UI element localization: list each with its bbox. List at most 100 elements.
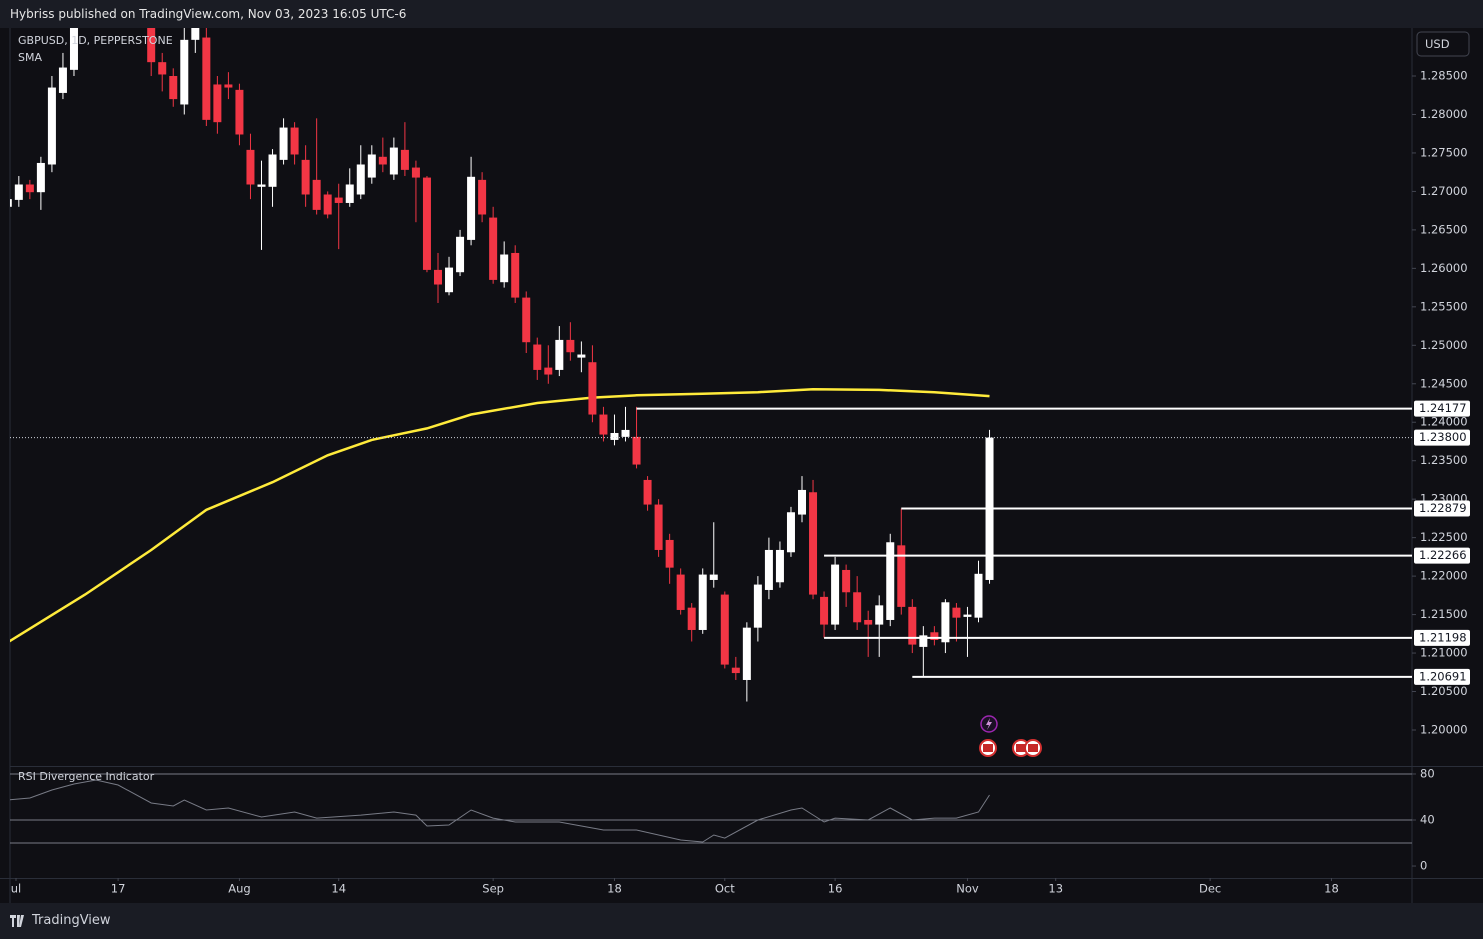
candle-body [864,619,873,625]
candle-body [786,512,795,553]
candle-body [47,87,56,165]
candle-body [301,159,310,195]
candle-body [820,596,829,625]
candle-body [356,164,365,195]
x-tick-label: ul [11,882,21,896]
candle-body [632,436,641,465]
candle-body [544,367,553,375]
candle-body [687,607,696,630]
candle-body [643,479,652,505]
candle-body [279,127,288,160]
level-price-label: 1.22266 [1419,548,1467,562]
candle-body [588,362,597,415]
y-tick-label: 1.21000 [1420,646,1468,660]
candle-body [489,217,498,280]
candle-body [213,84,222,123]
y-tick-label: 1.22000 [1420,569,1468,583]
currency-button[interactable] [1416,31,1470,57]
x-tick-label: 18 [607,882,622,896]
candle-body [533,344,542,370]
y-tick-label: 1.24500 [1420,376,1468,390]
rsi-pane [10,773,1412,844]
candle-body [753,584,762,628]
level-price-box [1414,668,1470,685]
candle-body [809,492,818,595]
candle-body [445,267,454,293]
x-tick-label: Aug [228,882,250,896]
candle-body [875,605,884,625]
candle-body [775,549,784,583]
candle-body [69,28,78,70]
candle-body [389,147,398,175]
currency-label: USD [1425,37,1450,51]
x-tick-label: 17 [111,882,126,896]
candle-body [919,635,928,647]
candle-body [665,539,674,568]
flag-stripes [1028,744,1038,752]
candle-body [312,179,321,210]
x-tick-label: Sep [482,882,504,896]
y-tick-label: 1.20500 [1420,684,1468,698]
candle-body [720,594,729,665]
candle-body [897,545,906,607]
candle-body [422,177,431,270]
rsi-line [10,779,990,843]
y-tick-label: 1.26000 [1420,261,1468,275]
flag-stripes [1016,744,1026,752]
candle-body [842,569,851,593]
candle-body [522,297,531,343]
candle-body [323,194,332,215]
candle-body [158,62,167,75]
candle-body [180,39,189,105]
candle-body [930,632,939,640]
x-tick-label: 18 [1324,882,1339,896]
candle-body [25,184,34,193]
candle-body [577,354,586,358]
candle-body [246,149,255,185]
candle-body [908,606,917,645]
level-price-label: 1.20691 [1419,669,1467,683]
level-price-box [1414,629,1470,646]
level-price-label: 1.22879 [1419,501,1467,515]
sma-line [10,387,990,643]
rsi-y-tick-label: 40 [1420,813,1435,827]
chart: 1.20000 1.20500 1.21000 1.21500 1.22000 1.225… [0,28,1483,903]
candle-body [202,37,211,120]
y-tick-label: 1.23500 [1420,453,1468,467]
candle-body [511,252,520,298]
candle-body [268,154,277,187]
y-tick-label: 1.28500 [1420,69,1468,83]
candle-body [400,149,409,170]
rsi-title: RSI Divergence Indicator [18,770,155,783]
x-tick-label: Dec [1199,882,1221,896]
x-tick-label: 14 [331,882,346,896]
candle-body [555,339,564,370]
level-price-box [1414,400,1470,417]
candle-body [433,269,442,285]
symbol-label: GBPUSD, 1D, PEPPERSTONE [18,34,173,47]
candle-body [467,176,476,240]
candle-body [411,167,420,178]
flag-stripes [983,744,993,752]
y-tick-label: 1.22500 [1420,530,1468,544]
level-price-label: 1.24177 [1419,401,1467,415]
candle-body [290,127,299,155]
indicator-label: SMA [18,51,42,64]
event-icon-bolt [986,718,992,730]
chart-background [0,28,1483,903]
y-tick-label: 1.26500 [1420,222,1468,236]
y-tick-label: 1.21500 [1420,607,1468,621]
candle-body [36,162,45,193]
y-tick-label: 1.25500 [1420,299,1468,313]
candle-body [224,84,233,88]
level-price-label: 1.21198 [1419,630,1467,644]
candle-body [621,429,630,437]
candle-body [345,184,354,203]
rsi-y-tick-label: 80 [1420,766,1435,780]
candle-body [764,549,773,590]
candle-body [456,236,465,273]
candle-body [709,574,718,580]
candle-body [235,89,244,135]
y-tick-label: 1.28000 [1420,107,1468,121]
